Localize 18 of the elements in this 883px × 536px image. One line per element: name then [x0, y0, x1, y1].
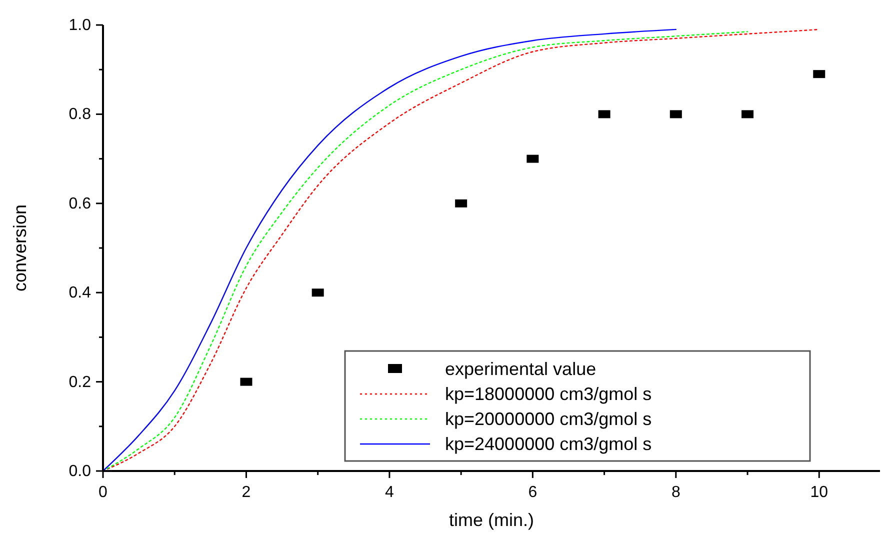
text: 0.0	[68, 463, 91, 480]
y-axis-title: conversion	[10, 204, 30, 292]
legend-label: kp=20000000 cm3/gmol s	[445, 409, 652, 429]
y-tick-label: 0.6	[68, 195, 92, 212]
y-tick-label: 0.8	[68, 106, 92, 124]
x-tick-label: 6	[528, 484, 538, 501]
x-tick-label: 0	[98, 484, 108, 501]
legend-label: kp=18000000 cm3/gmol s	[445, 384, 652, 404]
y-tick-label: 0.2	[68, 374, 92, 391]
legend-label: kp=24000000 cm3/gmol s	[445, 434, 652, 454]
x-tick-label: 10	[810, 484, 828, 501]
text: 1.0	[68, 17, 91, 34]
legend-label: experimental value	[445, 359, 596, 379]
x-tick-label: 2	[242, 484, 251, 501]
x-tick-label: 8	[671, 484, 680, 501]
y-tick-label: 0.4	[68, 284, 92, 302]
x-tick-label: 4	[385, 484, 394, 501]
x-axis-title: time (min.)	[449, 510, 534, 530]
